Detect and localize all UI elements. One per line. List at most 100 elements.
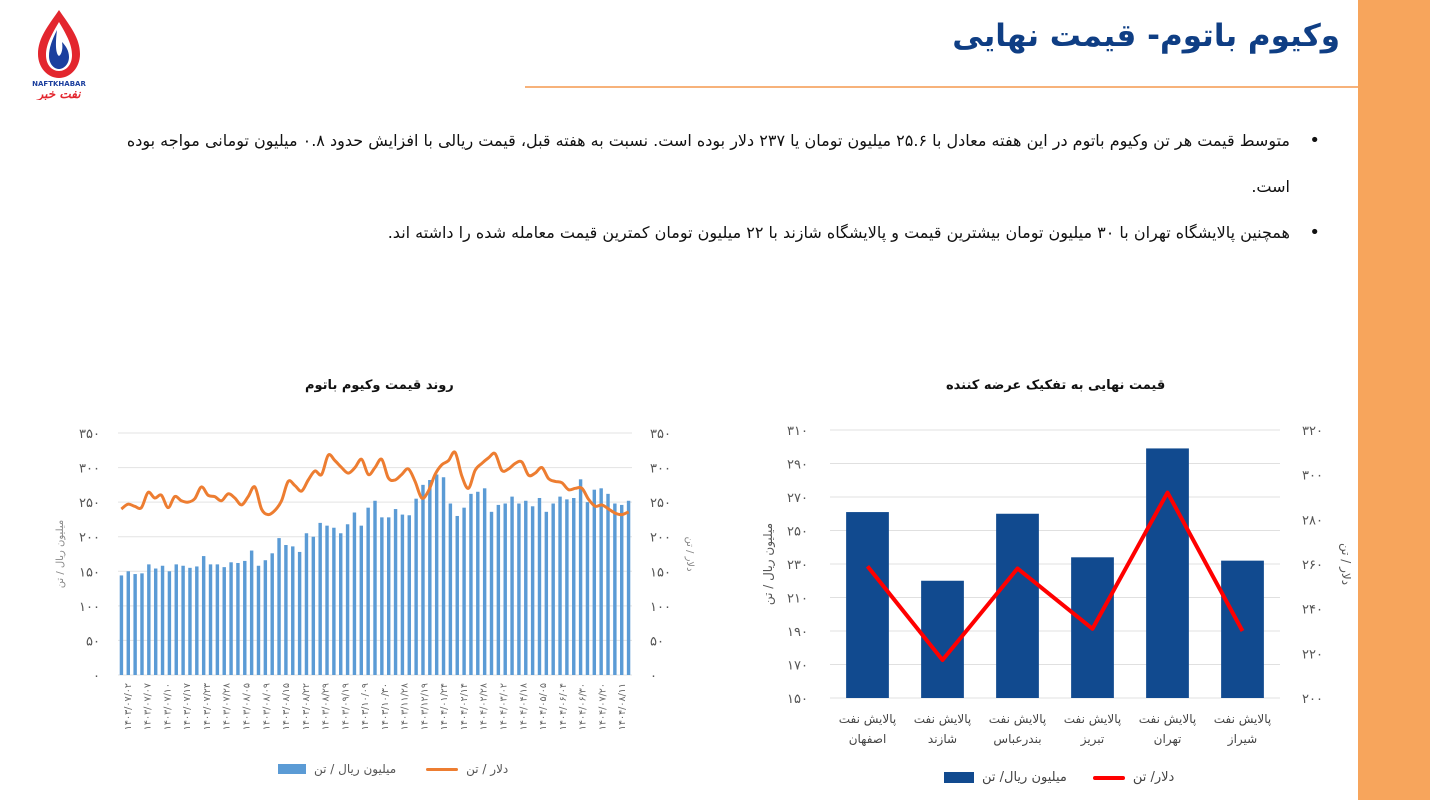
y-right-axis-title: دلار / تن [1338, 543, 1353, 585]
y-right-tick-label: ۲۴۰ [1302, 603, 1323, 618]
y-right-tick-label: ۵۰ [650, 634, 664, 649]
bar [311, 536, 316, 675]
x-tick-label: ۱۴۰۳/۰۸/۰۹ [261, 683, 272, 730]
y-right-tick-label: ۰ [650, 669, 657, 684]
bar [414, 498, 418, 675]
x-tick-label: ۱۴۰۳/۰۸/۱۵ [281, 683, 292, 730]
x-tick-label: ۱۴۰۳/۰۷/۱۷ [182, 683, 193, 730]
x-tick-label: پالایش نفت شیراز [1213, 712, 1272, 746]
trend-chart: ۰ ۰ ۵۰ ۵۰ ۱۰۰ ۱۰۰ ۱۵۰ ۱۵۰ ۲۰۰ ۲۰۰ ۲۵۰ ۲۵۰ ۳۰۰ ۳۰۰ ۳۵۰ ۳… [55, 427, 695, 730]
bar [448, 503, 453, 675]
bar [537, 497, 542, 675]
bar [572, 497, 576, 675]
bar [441, 477, 446, 675]
bar [421, 484, 425, 675]
bar [304, 533, 309, 675]
supplier-chart: ۱۵۰ ۱۷۰ ۱۹۰ ۲۱۰ ۲۳۰ ۲۵۰ ۲۷۰ ۲۹۰ ۳۱۰ ۲۰۰ ۲۲۰ ۲۴۰ ۲۶۰ ۲… [761, 424, 1353, 707]
legend-line-swatch [426, 767, 459, 771]
bar [359, 525, 364, 675]
y-right-tick-label: ۱۰۰ [650, 600, 671, 615]
logo-persian-text: نفت خبر [35, 87, 81, 100]
logo-latin-text: NAFTKHABAR [32, 80, 86, 88]
bar [462, 507, 466, 675]
y-left-tick-label: ۳۵۰ [79, 427, 100, 442]
supplier-legend: دلار/ تن میلیون ریال/ تن [944, 770, 1174, 785]
title-divider [525, 86, 1358, 88]
bar [393, 509, 398, 675]
bar [407, 515, 411, 675]
bar [400, 514, 405, 675]
x-tick-label: ۱۴۰۴/۰۷/۲۰ [597, 683, 608, 730]
bar [469, 493, 473, 675]
bar [188, 567, 192, 675]
y-right-tick-label: ۲۶۰ [1302, 558, 1323, 573]
supplier-chart-title: قیمت نهایی به تفکیک عرضه کننده [946, 378, 1166, 393]
bullet-item: متوسط قیمت هر تن وکیوم باتوم در این هفته… [120, 118, 1320, 210]
x-tick-label: ۱۴۰۳/۱۱/۲۸ [400, 683, 411, 730]
y-left-tick-label: ۱۵۰ [787, 692, 808, 707]
bar [167, 571, 172, 675]
y-right-tick-label: ۲۵۰ [650, 496, 671, 511]
bullet-item: همچنین پالایشگاه تهران با ۳۰ میلیون توما… [120, 210, 1320, 256]
y-left-tick-label: ۰ [93, 669, 100, 684]
y-left-tick-label: ۳۰۰ [79, 462, 100, 477]
x-tick-label: ۱۴۰۳/۰۷/۲۳ [202, 683, 213, 730]
trend-chart-title: روند قیمت وکیوم باتوم [305, 378, 454, 393]
y-right-tick-label: ۳۰۰ [1302, 469, 1323, 484]
bar [524, 500, 528, 675]
bar [380, 517, 384, 675]
bar [503, 503, 507, 675]
bar [140, 573, 144, 675]
y-left-tick-label: ۲۰۰ [79, 531, 100, 546]
y-right-tick-label: ۳۰۰ [650, 462, 671, 477]
legend-line-label: دلار/ تن [1132, 770, 1175, 785]
y-left-tick-label: ۲۵۰ [787, 525, 808, 540]
y-left-tick-label: ۲۳۰ [787, 558, 808, 573]
x-tick-label: ۱۴۰۴/۰۸/۱۱ [617, 683, 628, 730]
price-line [120, 450, 630, 517]
bar [496, 504, 501, 675]
bar [489, 511, 494, 675]
bar [229, 562, 233, 675]
x-tick-label: ۱۴۰۳/۰۸/۲۲ [301, 683, 312, 730]
bar [585, 502, 590, 675]
x-tick-label: ۱۴۰۳/۰۸/۰۵ [242, 683, 253, 730]
bar [297, 551, 302, 675]
bar [222, 567, 226, 675]
bar [626, 500, 631, 675]
legend-bar-swatch [278, 764, 306, 774]
bar [119, 575, 124, 675]
bar [455, 515, 459, 675]
bar [291, 546, 295, 675]
page-title: وکیوم باتوم- قیمت نهایی [952, 18, 1340, 54]
x-tick-label: ۱۴۰۳/۱۲/۱۹ [419, 683, 430, 730]
bar [565, 499, 569, 675]
y-right-tick-label: ۲۲۰ [1302, 647, 1323, 662]
bar [284, 545, 288, 675]
bar [249, 550, 254, 675]
legend-line-swatch [1092, 775, 1125, 780]
trend-legend: دلار / تن میلیون ریال / تن [278, 762, 508, 776]
bar [996, 513, 1039, 698]
y-left-axis-title: میلیون ریال / تن [55, 520, 66, 588]
bar [352, 512, 357, 675]
x-tick-label: ۱۴۰۴/۰۳/۰۲ [499, 683, 510, 730]
bar [606, 493, 610, 675]
bar [215, 564, 220, 675]
bar [339, 533, 343, 675]
bar [434, 474, 439, 675]
legend-bar-label: میلیون ریال / تن [314, 762, 397, 776]
bar [592, 489, 597, 675]
bar [517, 503, 521, 675]
bar [530, 506, 535, 675]
x-tick-label: ۱۴۰۳/۰۷/۰۷ [143, 683, 154, 730]
bar [558, 496, 562, 675]
bar [551, 503, 555, 675]
bar [160, 565, 165, 675]
bar [578, 479, 583, 675]
y-left-tick-label: ۱۷۰ [787, 659, 808, 674]
y-left-tick-label: ۲۷۰ [787, 491, 808, 506]
x-tick-label: ۱۴۰۳/۰۹/۱۹ [340, 683, 351, 730]
bar [181, 565, 185, 675]
y-right-tick-label: ۲۰۰ [1302, 692, 1323, 707]
